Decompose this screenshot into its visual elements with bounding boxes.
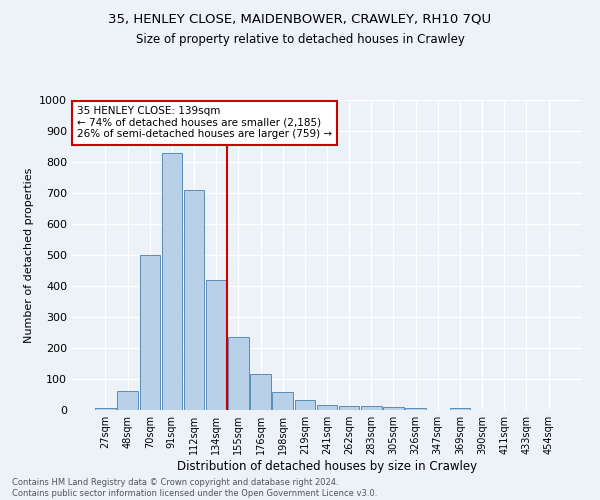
- Bar: [140, 255, 160, 410]
- Y-axis label: Number of detached properties: Number of detached properties: [23, 168, 34, 342]
- Bar: [317, 406, 337, 410]
- Bar: [206, 280, 226, 410]
- Bar: [228, 337, 248, 410]
- Bar: [118, 392, 138, 410]
- Text: Contains HM Land Registry data © Crown copyright and database right 2024.
Contai: Contains HM Land Registry data © Crown c…: [12, 478, 377, 498]
- Text: 35, HENLEY CLOSE, MAIDENBOWER, CRAWLEY, RH10 7QU: 35, HENLEY CLOSE, MAIDENBOWER, CRAWLEY, …: [109, 12, 491, 26]
- Bar: [361, 406, 382, 410]
- Bar: [383, 407, 404, 410]
- X-axis label: Distribution of detached houses by size in Crawley: Distribution of detached houses by size …: [177, 460, 477, 473]
- Bar: [295, 400, 315, 410]
- Bar: [272, 392, 293, 410]
- Bar: [339, 406, 359, 410]
- Text: Size of property relative to detached houses in Crawley: Size of property relative to detached ho…: [136, 32, 464, 46]
- Bar: [406, 408, 426, 410]
- Bar: [184, 190, 204, 410]
- Bar: [250, 374, 271, 410]
- Bar: [95, 408, 116, 410]
- Bar: [161, 152, 182, 410]
- Text: 35 HENLEY CLOSE: 139sqm
← 74% of detached houses are smaller (2,185)
26% of semi: 35 HENLEY CLOSE: 139sqm ← 74% of detache…: [77, 106, 332, 140]
- Bar: [450, 408, 470, 410]
